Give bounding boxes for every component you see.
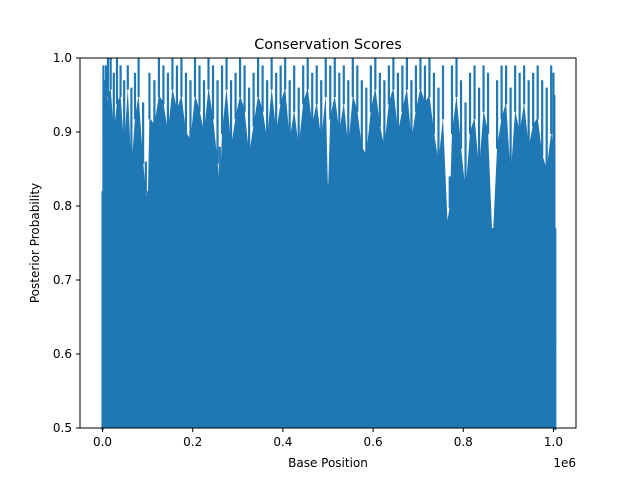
x-axis: 0.0 0.2 0.4 0.6 0.8 1.0 bbox=[93, 428, 563, 449]
y-tick-label-4: 0.9 bbox=[53, 125, 72, 139]
axes-frame bbox=[79, 57, 577, 429]
x-axis-label: Base Position bbox=[288, 456, 368, 470]
chart-title: Conservation Scores bbox=[254, 37, 402, 53]
y-tick-label-2: 0.7 bbox=[53, 273, 72, 287]
y-tick-label-0: 0.5 bbox=[53, 421, 72, 435]
x-tick-label-3: 0.6 bbox=[364, 435, 383, 449]
y-axis: 0.5 0.6 0.7 0.8 0.9 1.0 bbox=[53, 51, 80, 435]
series-0-area bbox=[102, 87, 556, 428]
x-tick-label-2: 0.4 bbox=[273, 435, 292, 449]
x-tick-label-0: 0.0 bbox=[93, 435, 112, 449]
y-tick-label-1: 0.6 bbox=[53, 347, 72, 361]
x-tick-label-1: 0.2 bbox=[183, 435, 202, 449]
x-tick-label-5: 1.0 bbox=[544, 435, 563, 449]
y-tick-label-5: 1.0 bbox=[53, 51, 72, 65]
x-tick-label-4: 0.8 bbox=[454, 435, 473, 449]
y-tick-label-3: 0.8 bbox=[53, 199, 72, 213]
y-axis-label: Posterior Probability bbox=[28, 183, 42, 303]
area-layer bbox=[101, 58, 557, 430]
x-axis-offset-label: 1e6 bbox=[553, 456, 576, 470]
